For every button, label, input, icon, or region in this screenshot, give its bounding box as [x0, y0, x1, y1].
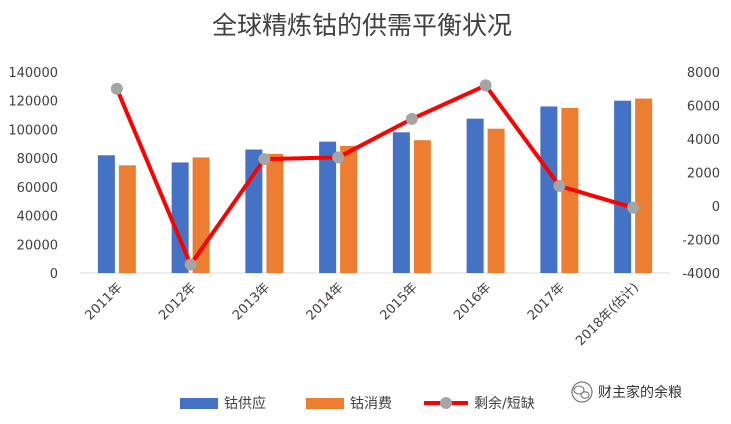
x-tick-label: 2018年(估计) — [573, 280, 642, 349]
balance-point — [479, 79, 492, 92]
bar-consumption — [340, 145, 358, 273]
balance-line-path — [115, 83, 634, 267]
bar-consumption — [413, 140, 431, 273]
right-y-axis: -4000 -2000 0 2000 4000 6000 8000 — [682, 66, 720, 282]
x-tick-label: 2012年 — [156, 280, 199, 323]
right-tick-label: 2000 — [687, 167, 720, 182]
balance-point — [184, 258, 197, 271]
right-tick-label: 0 — [712, 200, 720, 215]
right-tick-label: 6000 — [687, 100, 720, 115]
left-tick-label: 60000 — [17, 181, 58, 196]
x-tick-label: 2011年 — [83, 280, 126, 323]
balance-point — [553, 179, 566, 192]
bar-consumption — [118, 165, 136, 273]
left-y-axis: 0 20000 40000 60000 80000 100000 120000 140000 — [8, 66, 58, 282]
bar-supply — [319, 141, 337, 273]
right-tick-label: 8000 — [687, 66, 720, 81]
left-tick-label: 20000 — [17, 238, 58, 253]
balance-point — [627, 201, 640, 214]
legend-label: 钴供应 — [224, 395, 266, 412]
legend: 钴供应 钴消费 剩余/短缺 — [180, 395, 535, 412]
bar-supply — [614, 100, 632, 273]
legend-swatch — [180, 398, 218, 409]
chart-title: 全球精炼钴的供需平衡状况 — [212, 11, 512, 40]
x-tick-label: 2016年 — [451, 280, 494, 323]
balance-point — [110, 82, 123, 95]
left-tick-label: 120000 — [8, 95, 58, 110]
wechat-icon — [571, 381, 593, 403]
x-tick-label: 2017年 — [525, 280, 568, 323]
legend-swatch — [306, 398, 344, 409]
x-tick-label: 2015年 — [378, 280, 421, 323]
right-tick-label: -2000 — [682, 234, 720, 249]
left-tick-label: 0 — [50, 267, 58, 282]
legend-label: 剩余/短缺 — [474, 395, 535, 412]
balance-point — [332, 151, 345, 164]
bar-consumption — [635, 98, 653, 273]
left-tick-label: 100000 — [8, 123, 58, 138]
left-tick-label: 40000 — [17, 210, 58, 225]
x-axis-ticks: 2011年 2012年 2013年 2014年 2015年 2016年 2017年 2018年… — [83, 280, 642, 349]
left-tick-label: 140000 — [8, 66, 58, 81]
bar-supply — [466, 118, 484, 274]
right-tick-label: 4000 — [687, 133, 720, 148]
watermark: 财主家的余粮 — [571, 381, 682, 403]
x-tick-label: 2014年 — [304, 280, 347, 323]
bar-supply — [392, 132, 410, 273]
watermark-text: 财主家的余粮 — [598, 384, 682, 401]
left-tick-label: 80000 — [17, 152, 58, 167]
bar-consumption — [487, 128, 505, 273]
bar-supply — [97, 155, 115, 273]
bar-consumption — [266, 153, 284, 273]
x-tick-label: 2013年 — [230, 280, 273, 323]
legend-swatch-marker — [440, 397, 452, 409]
legend-label: 钴消费 — [350, 396, 392, 412]
bar-supply — [540, 106, 558, 273]
balance-point — [258, 153, 271, 166]
balance-line — [110, 79, 640, 271]
balance-point — [405, 112, 418, 125]
right-tick-label: -4000 — [682, 267, 720, 282]
